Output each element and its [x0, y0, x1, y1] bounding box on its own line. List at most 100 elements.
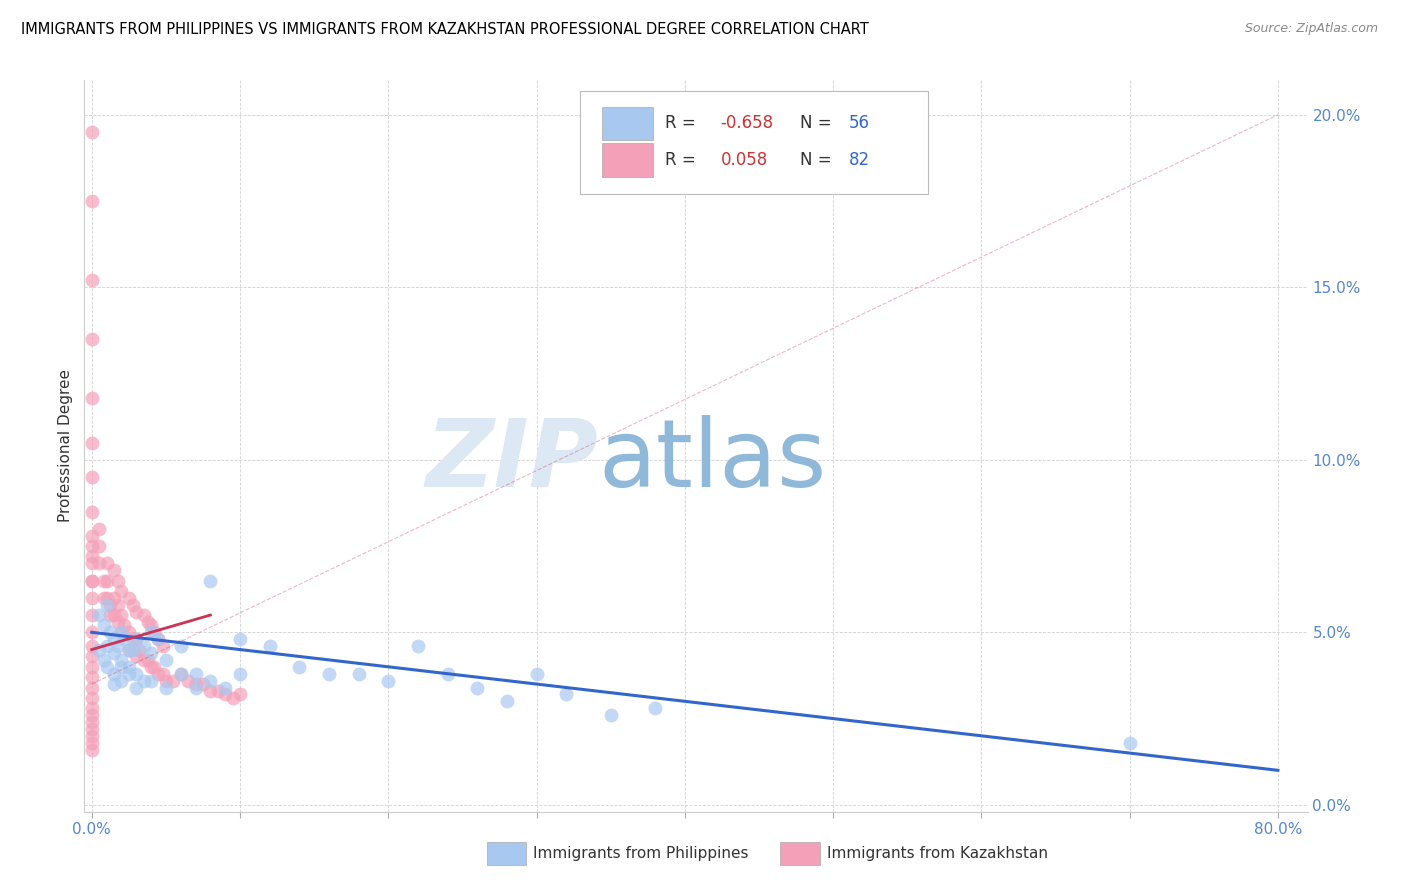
Point: [229, 632, 252, 647]
Point: [200, 574, 222, 588]
Point: [136, 615, 159, 629]
FancyBboxPatch shape: [602, 144, 654, 177]
Point: [377, 673, 399, 688]
Point: [148, 632, 170, 647]
Point: [143, 625, 166, 640]
Point: [139, 660, 162, 674]
Point: [118, 660, 141, 674]
Point: [184, 681, 207, 695]
Point: [125, 605, 148, 619]
Point: [89, 608, 111, 623]
Point: [170, 666, 193, 681]
Point: [184, 677, 207, 691]
Point: [526, 666, 548, 681]
Point: [125, 632, 148, 647]
Point: [162, 673, 184, 688]
Point: [89, 642, 111, 657]
Point: [93, 591, 115, 605]
Point: [107, 639, 129, 653]
Point: [125, 632, 148, 647]
Point: [103, 563, 125, 577]
Point: [107, 574, 129, 588]
Point: [80, 529, 103, 543]
Point: [122, 598, 145, 612]
Point: [143, 660, 166, 674]
Point: [80, 504, 103, 518]
Point: [148, 666, 170, 681]
Point: [98, 598, 121, 612]
Point: [155, 681, 177, 695]
Point: [229, 666, 252, 681]
Point: [184, 666, 207, 681]
Point: [80, 625, 103, 640]
Point: [107, 598, 129, 612]
Point: [118, 591, 141, 605]
Point: [80, 574, 103, 588]
Point: [110, 608, 132, 623]
Point: [80, 708, 103, 723]
Point: [96, 639, 118, 653]
Point: [259, 639, 281, 653]
Point: [80, 660, 103, 674]
Text: N =: N =: [800, 151, 837, 169]
Point: [229, 687, 252, 701]
Point: [118, 625, 141, 640]
Point: [96, 591, 118, 605]
Point: [139, 673, 162, 688]
Point: [80, 574, 103, 588]
FancyBboxPatch shape: [579, 91, 928, 194]
Point: [96, 557, 118, 571]
Point: [80, 608, 103, 623]
Point: [96, 660, 118, 674]
Point: [89, 539, 111, 553]
Point: [132, 673, 155, 688]
Point: [80, 332, 103, 346]
Point: [96, 574, 118, 588]
Point: [118, 666, 141, 681]
Text: ZIP: ZIP: [425, 415, 598, 507]
Point: [318, 666, 340, 681]
Point: [170, 639, 193, 653]
Point: [465, 681, 488, 695]
Point: [80, 591, 103, 605]
Point: [139, 618, 162, 632]
Point: [555, 687, 578, 701]
Text: -0.658: -0.658: [720, 114, 773, 132]
FancyBboxPatch shape: [780, 842, 820, 865]
Point: [80, 742, 103, 756]
Point: [200, 673, 222, 688]
Point: [80, 549, 103, 564]
Point: [80, 557, 103, 571]
Text: 0.058: 0.058: [720, 151, 768, 169]
Point: [110, 625, 132, 640]
Point: [406, 639, 429, 653]
Point: [152, 639, 174, 653]
Point: [80, 714, 103, 729]
Point: [80, 435, 103, 450]
Point: [112, 632, 135, 647]
Text: atlas: atlas: [598, 415, 827, 507]
Point: [170, 666, 193, 681]
Point: [98, 625, 121, 640]
Point: [80, 729, 103, 743]
Point: [599, 708, 621, 723]
Point: [93, 653, 115, 667]
Point: [132, 639, 155, 653]
Point: [89, 557, 111, 571]
Point: [80, 736, 103, 750]
Point: [644, 701, 666, 715]
FancyBboxPatch shape: [602, 107, 654, 140]
Point: [110, 625, 132, 640]
Point: [191, 677, 214, 691]
Point: [96, 598, 118, 612]
Text: IMMIGRANTS FROM PHILIPPINES VS IMMIGRANTS FROM KAZAKHSTAN PROFESSIONAL DEGREE CO: IMMIGRANTS FROM PHILIPPINES VS IMMIGRANT…: [21, 22, 869, 37]
Point: [496, 694, 519, 708]
FancyBboxPatch shape: [486, 842, 526, 865]
Point: [288, 660, 311, 674]
Point: [80, 722, 103, 736]
Point: [80, 125, 103, 139]
Point: [80, 681, 103, 695]
Point: [98, 608, 121, 623]
Point: [80, 194, 103, 208]
Point: [125, 666, 148, 681]
